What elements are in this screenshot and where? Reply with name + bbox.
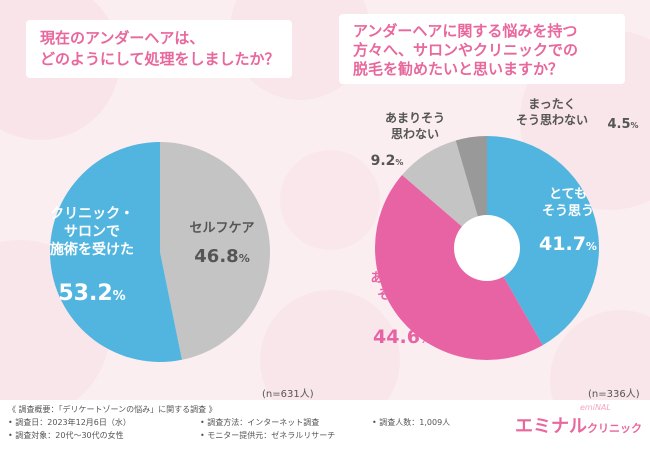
slice-value: 53.2% bbox=[58, 281, 125, 306]
pie-charts: セルフケア 46.8% クリニック・サロンで施術を受けた 53.2% とてもそう思う 41… bbox=[49, 97, 639, 362]
donut-slice bbox=[375, 174, 543, 360]
slice-value: 46.8% bbox=[194, 246, 249, 267]
survey-count: • 調査人数：1,009人 bbox=[372, 418, 451, 427]
slice-label: セルフケア bbox=[189, 221, 254, 236]
donut-hole bbox=[454, 215, 520, 281]
donut-slice bbox=[402, 140, 487, 248]
right-sample-size: (n=336人) bbox=[588, 389, 640, 400]
survey-target: • 調査対象：20代～30代の女性 bbox=[8, 431, 124, 440]
left-chart-title: 現在のアンダーヘアは、 どのようにして処理をしましたか？ bbox=[26, 20, 292, 78]
slice-label: まったくそう思わない bbox=[516, 97, 588, 127]
logo-sub: クリニック bbox=[587, 422, 642, 435]
slice-value: 4.5% bbox=[607, 117, 638, 132]
right-title-line: 方々へ、サロンやクリニックでの bbox=[353, 41, 579, 59]
left-sample-size: (n=631人) bbox=[262, 389, 314, 400]
survey-footer: 《 調査概要：「デリケートゾーンの悩み」に関する調査 》 • 調査日：2023年… bbox=[0, 400, 650, 450]
survey-monitor: • モニター提供元：ゼネラルリサーチ bbox=[200, 431, 336, 440]
right-chart-title: アンダーヘアに関する悩みを持つ 方々へ、サロンやクリニックでの 脱毛を勧めたいと… bbox=[339, 14, 625, 84]
survey-overview: 《 調査概要：「デリケートゾーンの悩み」に関する調査 》 bbox=[8, 405, 217, 414]
pie-slice bbox=[49, 142, 182, 362]
logo-script: emiNAL bbox=[580, 403, 611, 412]
slice-value: 41.7% bbox=[539, 233, 597, 255]
eminal-clinic-logo: エミナルクリニック emiNAL bbox=[515, 403, 642, 438]
left-title-line: どのようにして処理をしましたか？ bbox=[40, 50, 280, 68]
survey-date: • 調査日：2023年12月6日（水） bbox=[8, 418, 131, 427]
survey-method: • 調査方法：インターネット調査 bbox=[200, 418, 320, 427]
slice-value: 44.6% bbox=[373, 326, 431, 348]
pie-slice bbox=[160, 142, 270, 360]
slice-label: ある程度はそう思う bbox=[370, 270, 435, 303]
slice-label: クリニック・サロンで施術を受けた bbox=[50, 206, 134, 258]
donut-slice bbox=[487, 136, 600, 346]
logo-main: エミナル bbox=[515, 416, 587, 437]
slice-label: あまりそう思わない bbox=[385, 111, 445, 141]
right-title-line: 脱毛を勧めたいと思いますか？ bbox=[353, 60, 564, 78]
left-title-line: 現在のアンダーヘアは、 bbox=[40, 29, 205, 47]
slice-value: 9.2% bbox=[371, 153, 404, 169]
slice-label: とてもそう思う bbox=[542, 187, 594, 219]
right-title-line: アンダーヘアに関する悩みを持つ bbox=[353, 22, 578, 40]
